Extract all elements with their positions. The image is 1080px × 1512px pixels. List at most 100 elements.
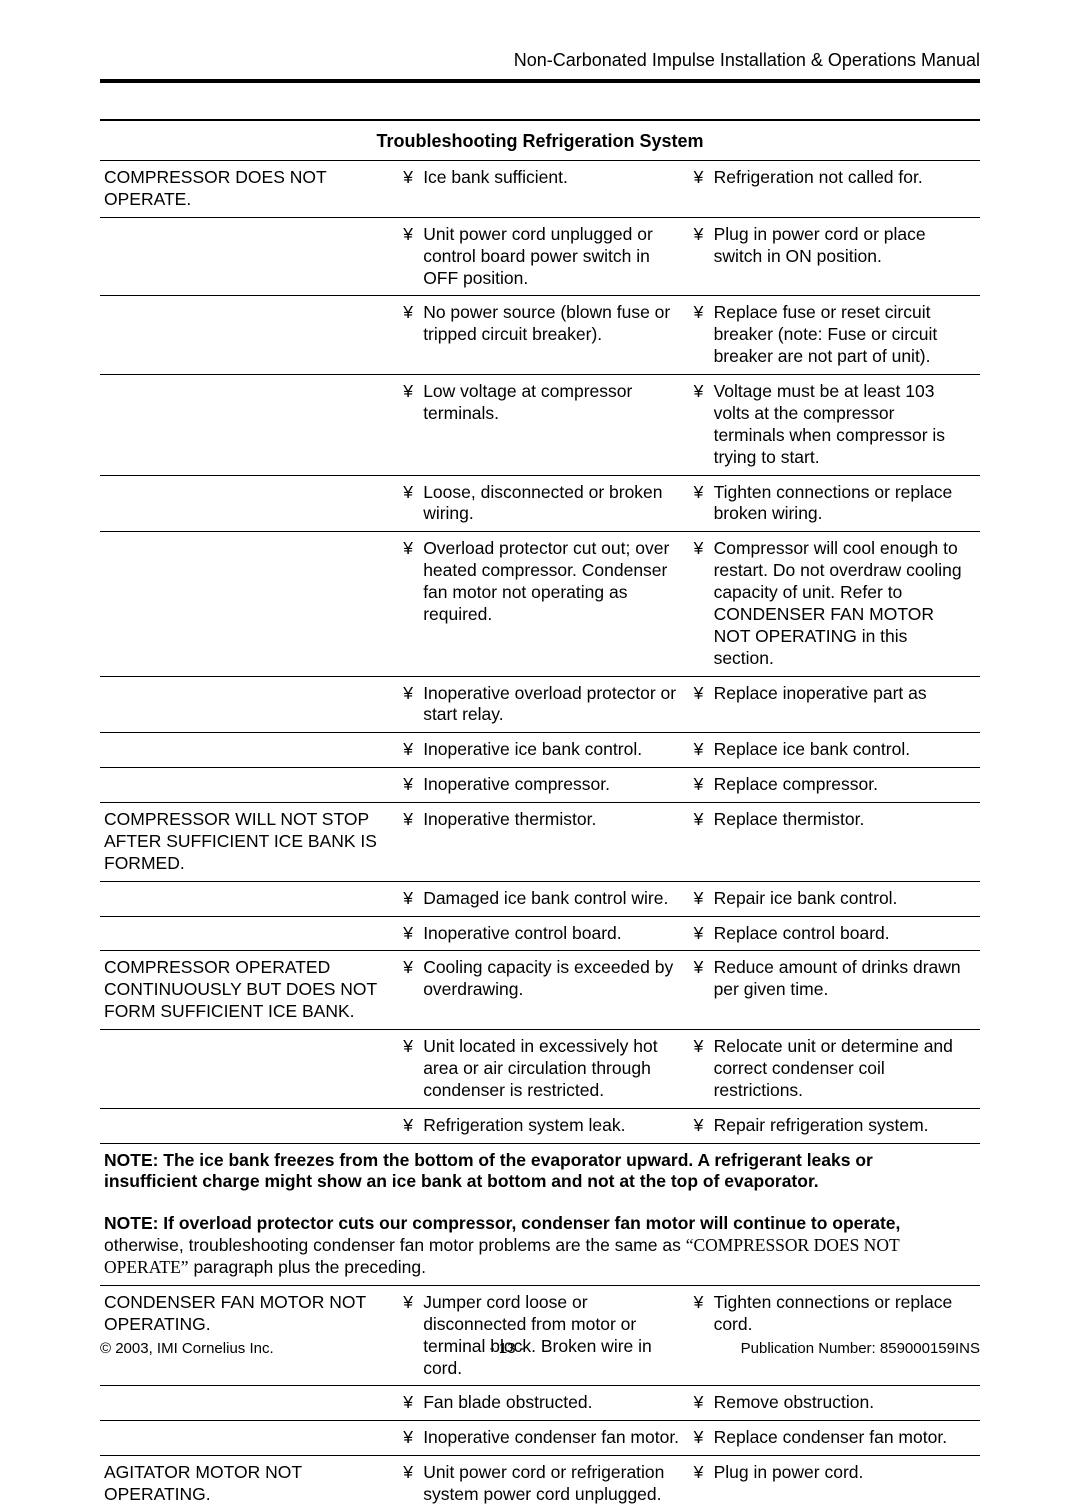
cell-text: Relocate unit or determine and correct c…	[714, 1036, 970, 1102]
bullet-glyph: ¥	[694, 381, 714, 469]
bullet-glyph: ¥	[694, 739, 714, 761]
remedy-cell: ¥Voltage must be at least 103 volts at t…	[690, 375, 980, 476]
cell-text: Refrigeration not called for.	[714, 167, 970, 189]
cell-text: COMPRESSOR DOES NOT OPERATE.	[104, 167, 326, 209]
cell-text: Refrigeration system leak.	[423, 1115, 679, 1137]
symptom-cell	[100, 217, 399, 296]
table-row: AGITATOR MOTOR NOT OPERATING.¥Unit power…	[100, 1456, 980, 1512]
symptom-cell	[100, 733, 399, 768]
remedy-cell: ¥Plug in power cord or place switch in O…	[690, 217, 980, 296]
cause-cell: ¥Inoperative control board.	[399, 916, 689, 951]
symptom-cell	[100, 1386, 399, 1421]
remedy-cell: ¥Plug in power cord.	[690, 1456, 980, 1512]
cell-text: Replace inoperative part as	[714, 683, 970, 705]
table-row: ¥Low voltage at compressor terminals.¥Vo…	[100, 375, 980, 476]
remedy-cell: ¥Replace ice bank control.	[690, 733, 980, 768]
cell-text: Reduce amount of drinks drawn per given …	[714, 957, 970, 1001]
bullet-glyph: ¥	[403, 683, 423, 727]
cell-text: Tighten connections or replace cord.	[714, 1292, 970, 1336]
table-row: ¥Inoperative compressor.¥Replace compres…	[100, 768, 980, 803]
footer-right: Publication Number: 859000159INS	[741, 1340, 980, 1357]
cell-text: Replace ice bank control.	[714, 739, 970, 761]
symptom-cell	[100, 881, 399, 916]
symptom-cell	[100, 375, 399, 476]
note-text: paragraph plus the preceding.	[193, 1257, 426, 1277]
cell-text: Inoperative control board.	[423, 923, 679, 945]
table-row: ¥Damaged ice bank control wire.¥Repair i…	[100, 881, 980, 916]
bullet-glyph: ¥	[403, 224, 423, 290]
table-row: COMPRESSOR DOES NOT OPERATE.¥Ice bank su…	[100, 161, 980, 218]
table-note-row: NOTE: The ice bank freezes from the bott…	[100, 1143, 980, 1199]
cause-cell: ¥Inoperative ice bank control.	[399, 733, 689, 768]
cell-text: Unit power cord or refrigeration system …	[423, 1462, 679, 1506]
remedy-cell: ¥Replace thermistor.	[690, 803, 980, 882]
bullet-glyph: ¥	[403, 957, 423, 1001]
note-text: NOTE: If overload protector cuts our com…	[104, 1213, 900, 1233]
remedy-cell: ¥Replace condenser fan motor.	[690, 1421, 980, 1456]
header-rule	[100, 79, 980, 83]
cell-text: Jumper cord loose or disconnected from m…	[423, 1292, 679, 1380]
table-title: Troubleshooting Refrigeration System	[100, 119, 980, 160]
cause-cell: ¥Unit power cord or refrigeration system…	[399, 1456, 689, 1512]
bullet-glyph: ¥	[403, 1115, 423, 1137]
cell-text: Replace thermistor.	[714, 809, 970, 831]
footer-left: © 2003, IMI Cornelius Inc.	[100, 1340, 274, 1357]
bullet-glyph: ¥	[694, 923, 714, 945]
bullet-glyph: ¥	[694, 224, 714, 268]
symptom-cell	[100, 916, 399, 951]
cell-text: COMPRESSOR OPERATED CONTINUOUSLY BUT DOE…	[104, 957, 377, 1021]
symptom-cell	[100, 676, 399, 733]
cell-text: Inoperative overload protector or start …	[423, 683, 679, 727]
table-row: ¥Inoperative overload protector or start…	[100, 676, 980, 733]
cell-text: Tighten connections or replace broken wi…	[714, 482, 970, 526]
troubleshooting-table: COMPRESSOR DOES NOT OPERATE. ¥ Ice bank su…	[100, 160, 980, 1512]
remedy-cell: ¥Refrigeration not called for.	[690, 161, 980, 218]
remedy-cell: ¥Replace fuse or reset circuit breaker (…	[690, 296, 980, 375]
page-footer: © 2003, IMI Cornelius Inc. - 13 - Public…	[100, 1340, 980, 1357]
cell-text: Replace compressor.	[714, 774, 970, 796]
table-row: COMPRESSOR OPERATED CONTINUOUSLY BUT DOE…	[100, 951, 980, 1030]
table-row: ¥Inoperative ice bank control.¥Replace i…	[100, 733, 980, 768]
bullet-glyph: ¥	[694, 1427, 714, 1449]
cell-text: Fan blade obstructed.	[423, 1392, 679, 1414]
bullet-glyph: ¥	[694, 1036, 714, 1102]
symptom-cell	[100, 1421, 399, 1456]
cell-text: Inoperative ice bank control.	[423, 739, 679, 761]
bullet-glyph: ¥	[694, 809, 714, 831]
cell-text: Loose, disconnected or broken wiring.	[423, 482, 679, 526]
cell-text: Damaged ice bank control wire.	[423, 888, 679, 910]
bullet-glyph: ¥	[694, 482, 714, 526]
remedy-cell: ¥Replace compressor.	[690, 768, 980, 803]
cell-text: Inoperative thermistor.	[423, 809, 679, 831]
cell-text: Ice bank sufficient.	[423, 167, 679, 189]
cell-text: Inoperative condenser fan motor.	[423, 1427, 679, 1449]
remedy-cell: ¥Repair refrigeration system.	[690, 1108, 980, 1143]
cell-text: Inoperative compressor.	[423, 774, 679, 796]
cause-cell: ¥Low voltage at compressor terminals.	[399, 375, 689, 476]
symptom-cell	[100, 532, 399, 676]
cell-text: Plug in power cord or place switch in ON…	[714, 224, 970, 268]
cause-cell: ¥Inoperative compressor.	[399, 768, 689, 803]
bullet-glyph: ¥	[403, 1392, 423, 1414]
table-row: CONDENSER FAN MOTOR NOT OPERATING. ¥ Jumpe…	[100, 1285, 980, 1386]
symptom-cell	[100, 296, 399, 375]
bullet-glyph: ¥	[694, 1115, 714, 1137]
remedy-cell: ¥Compressor will cool enough to restart.…	[690, 532, 980, 676]
note-text: otherwise, troubleshooting condenser fan…	[104, 1235, 686, 1255]
remedy-cell: ¥Replace control board.	[690, 916, 980, 951]
cell-text: Cooling capacity is exceeded by overdraw…	[423, 957, 679, 1001]
cell-text: Overload protector cut out; over heated …	[423, 538, 679, 626]
cell-text: COMPRESSOR WILL NOT STOP AFTER SUFFICIEN…	[104, 809, 377, 873]
cell-text: Replace condenser fan motor.	[714, 1427, 970, 1449]
bullet-glyph: ¥	[403, 538, 423, 626]
cell-text: Compressor will cool enough to restart. …	[714, 538, 970, 669]
bullet-glyph: ¥	[694, 1292, 714, 1336]
table-row: ¥Refrigeration system leak.¥Repair refri…	[100, 1108, 980, 1143]
cell-text: No power source (blown fuse or tripped c…	[423, 302, 679, 346]
cause-cell: ¥Inoperative condenser fan motor.	[399, 1421, 689, 1456]
symptom-cell: CONDENSER FAN MOTOR NOT OPERATING.	[100, 1285, 399, 1386]
page-header-title: Non-Carbonated Impulse Installation & Op…	[100, 50, 980, 79]
bullet-glyph: ¥	[694, 774, 714, 796]
cause-cell: ¥Overload protector cut out; over heated…	[399, 532, 689, 676]
table-row: ¥Unit located in excessively hot area or…	[100, 1030, 980, 1109]
